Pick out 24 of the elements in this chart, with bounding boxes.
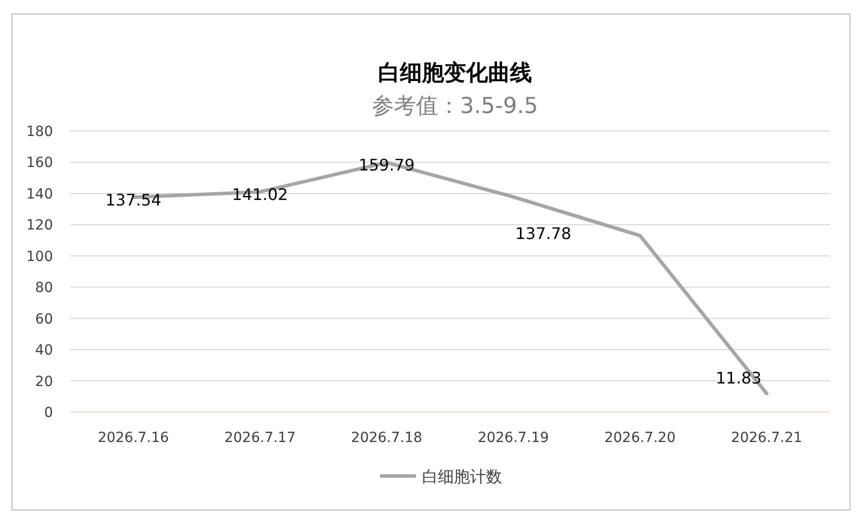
x-tick-label: 2026.7.20 [604,430,676,446]
chart-title: 白细胞变化曲线 [378,60,532,86]
x-tick-label: 2026.7.19 [478,430,549,446]
x-tick-label: 2026.7.17 [224,430,296,446]
y-tick-label: 160 [26,155,53,172]
y-tick-label: 140 [26,186,53,202]
y-tick-label: 0 [44,405,53,421]
data-label: 137.78 [515,224,572,243]
x-tick-label: 2026.7.16 [98,430,170,446]
legend-label: 白细胞计数 [422,467,502,486]
data-label: 11.83 [716,368,762,388]
y-tick-label: 60 [35,311,53,328]
y-tick-label: 80 [35,280,53,296]
y-tick-label: 20 [35,374,53,390]
data-label: 137.54 [105,190,162,210]
x-tick-label: 2026.7.18 [351,430,422,446]
y-tick-label: 40 [35,342,53,359]
data-label: 141.02 [232,184,288,204]
x-tick-label: 2026.7.21 [731,430,802,446]
chart-subtitle: 参考值：3.5-9.5 [372,94,538,119]
y-tick-label: 120 [26,218,53,234]
y-tick-label: 100 [26,248,53,265]
data-label: 159.79 [358,156,415,175]
y-tick-label: 180 [26,124,53,140]
